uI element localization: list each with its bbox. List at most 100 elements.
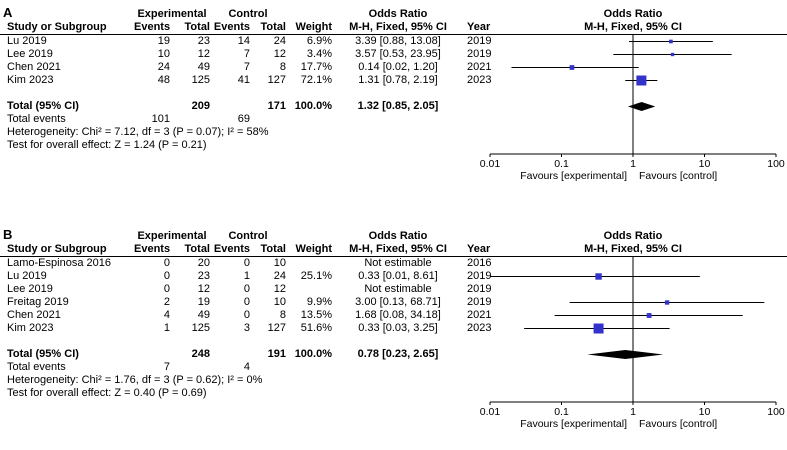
total-diamond	[587, 350, 664, 359]
plot-header-odds-ratio: Odds Ratio	[603, 8, 663, 20]
forest-plot: 0.01 0.1 1 10 100 Favours [experimental] Favou…	[480, 257, 785, 430]
control-events: 0	[243, 309, 250, 321]
x-axis-tick-label: 1	[630, 158, 636, 170]
year: 2019	[467, 270, 492, 282]
odds-ratio-ci	[332, 361, 464, 374]
column-header-experimental-events: Events	[134, 243, 171, 255]
experimental-total: 19	[197, 296, 210, 308]
x-axis-tick-label: 1	[630, 406, 636, 418]
odds-ratio-ci: 0.14 [0.02, 1.20]	[358, 61, 438, 73]
control-events: 69	[237, 113, 250, 125]
group-header-experimental: Experimental	[137, 8, 207, 20]
plot-subheader-method: M-H, Fixed, 95% CI	[584, 243, 682, 255]
study-row: Lee 2019 0 12 0 12 Not estimable 2019	[0, 283, 500, 296]
overall-effect-row: Test for overall effect: Z = 0.40 (P = 0…	[0, 387, 207, 400]
odds-ratio-square	[646, 313, 652, 318]
control-total: 8	[279, 309, 286, 321]
study-name: Total (95% CI)	[7, 100, 79, 112]
column-header-experimental-total: Total	[184, 21, 210, 33]
odds-ratio-ci: 3.57 [0.53, 23.95]	[355, 48, 441, 60]
odds-ratio-ci: 3.39 [0.88, 13.08]	[355, 35, 441, 47]
weight: 72.1%	[300, 74, 332, 86]
study-row: Lu 2019 19 23 14 24 6.9% 3.39 [0.88, 13.08] 201…	[0, 35, 500, 48]
study-name: Chen 2021	[7, 61, 61, 73]
experimental-total	[170, 113, 210, 126]
x-axis-tick-label: 0.1	[554, 406, 569, 418]
total-events-row: Total events 101 69	[0, 113, 500, 126]
odds-ratio-ci: 0.33 [0.01, 8.61]	[358, 270, 438, 282]
experimental-total: 12	[197, 48, 210, 60]
odds-ratio-ci: 3.00 [0.13, 68.71]	[355, 296, 441, 308]
experimental-total: 20	[197, 257, 210, 269]
year: 2021	[467, 61, 492, 73]
year: 2023	[467, 322, 492, 334]
heterogeneity-text: Heterogeneity: Chi² = 1.76, df = 3 (P = …	[7, 374, 263, 386]
study-name: Lee 2019	[7, 283, 53, 295]
study-name: Kim 2023	[7, 74, 54, 86]
control-total: 24	[273, 35, 286, 47]
study-name: Kim 2023	[7, 322, 54, 334]
control-total: 127	[267, 322, 286, 334]
column-header-row: Study or Subgroup Events Total Events Total W…	[0, 243, 500, 256]
heterogeneity-text: Heterogeneity: Chi² = 7.12, df = 3 (P = …	[7, 126, 269, 138]
header-underline	[0, 256, 787, 257]
overall-effect-row: Test for overall effect: Z = 1.24 (P = 0…	[0, 139, 207, 152]
experimental-events: 24	[157, 61, 170, 73]
group-header-experimental: Experimental	[137, 230, 207, 242]
weight: 17.7%	[300, 61, 332, 73]
experimental-total	[170, 361, 210, 374]
control-total: 171	[267, 100, 286, 112]
experimental-total: 125	[191, 322, 210, 334]
column-header-row: Study or Subgroup Events Total Events Total W…	[0, 21, 500, 34]
experimental-events: 0	[163, 283, 170, 295]
plot-header-odds-ratio: Odds Ratio	[603, 230, 663, 242]
overall-effect-text: Test for overall effect: Z = 0.40 (P = 0…	[7, 387, 207, 399]
weight	[286, 361, 332, 374]
weight: 25.1%	[300, 270, 332, 282]
study-name: Total events	[7, 113, 66, 125]
experimental-events	[134, 100, 170, 113]
favours-left-label: Favours [experimental]	[520, 170, 627, 182]
odds-ratio-square	[636, 75, 647, 86]
panel-label: A	[3, 5, 13, 20]
x-axis-tick-label: 0.1	[554, 158, 569, 170]
group-header-odds-ratio: Odds Ratio	[368, 230, 428, 242]
control-events	[210, 100, 250, 113]
odds-ratio-square	[595, 273, 602, 280]
experimental-events: 101	[151, 113, 170, 125]
study-name: Total (95% CI)	[7, 348, 79, 360]
year: 2019	[467, 48, 492, 60]
control-events: 4	[243, 361, 250, 373]
control-events: 7	[243, 61, 250, 73]
odds-ratio-square	[669, 39, 673, 44]
experimental-total: 49	[197, 309, 210, 321]
favours-right-label: Favours [control]	[639, 170, 717, 182]
experimental-total: 248	[191, 348, 210, 360]
experimental-events: 7	[163, 361, 170, 373]
experimental-events: 4	[163, 309, 170, 321]
header-underline	[0, 34, 787, 35]
column-header-experimental-total: Total	[184, 243, 210, 255]
study-row: Kim 2023 1 125 3 127 51.6% 0.33 [0.03, 3.25] 20…	[0, 322, 500, 335]
column-header-control-total: Total	[260, 243, 286, 255]
odds-ratio-ci: 1.32 [0.85, 2.05]	[357, 100, 439, 112]
control-total: 12	[273, 283, 286, 295]
experimental-total: 49	[197, 61, 210, 73]
column-header-weight: Weight	[295, 21, 332, 33]
odds-ratio-ci	[332, 113, 464, 126]
x-axis-tick-label: 100	[767, 406, 785, 418]
experimental-total: 23	[197, 35, 210, 47]
x-axis-tick-label: 10	[699, 158, 711, 170]
weight	[286, 283, 332, 296]
experimental-total: 12	[197, 283, 210, 295]
year: 2019	[467, 35, 492, 47]
group-header-control: Control	[228, 8, 268, 20]
x-axis-tick-label: 10	[699, 406, 711, 418]
control-events: 0	[243, 283, 250, 295]
weight: 100.0%	[294, 348, 332, 360]
control-events: 3	[243, 322, 250, 334]
study-row: Chen 2021 24 49 7 8 17.7% 0.14 [0.02, 1.20] 202…	[0, 61, 500, 74]
odds-ratio-ci: 1.68 [0.08, 34.18]	[355, 309, 441, 321]
study-row: Kim 2023 48 125 41 127 72.1% 1.31 [0.78, 2.19]…	[0, 74, 500, 87]
weight	[286, 113, 332, 126]
